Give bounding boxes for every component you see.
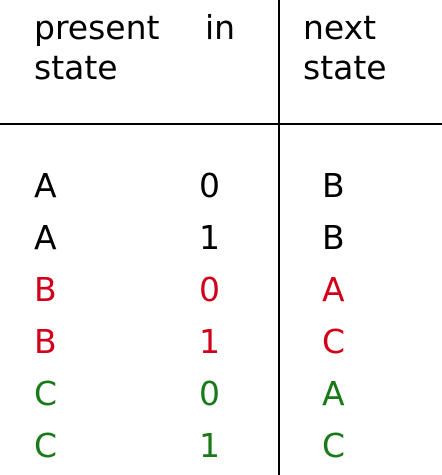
present-state-cell: A (34, 218, 57, 257)
input-cell: 0 (199, 166, 220, 205)
next-state-cell: A (322, 374, 345, 413)
next-state-cell: B (322, 166, 345, 205)
table-row: A 1 B (0, 212, 442, 264)
present-state-cell: A (34, 166, 57, 205)
table-row: C 0 A (0, 368, 442, 420)
header-present-state: present state (34, 8, 160, 87)
table-row: A 0 B (0, 160, 442, 212)
present-state-cell: B (34, 322, 57, 361)
present-state-cell: C (34, 374, 58, 413)
present-state-cell: B (34, 270, 57, 309)
present-state-cell: C (34, 426, 58, 465)
vertical-divider (278, 0, 280, 475)
header-next-state: next state (303, 8, 387, 87)
next-state-cell: C (322, 322, 346, 361)
table-row: B 1 C (0, 316, 442, 368)
input-cell: 1 (199, 218, 220, 257)
input-cell: 1 (199, 322, 220, 361)
next-state-cell: B (322, 218, 345, 257)
input-cell: 1 (199, 426, 220, 465)
header-in: in (205, 8, 236, 47)
table-row: C 1 C (0, 420, 442, 472)
next-state-cell: C (322, 426, 346, 465)
header-divider (0, 123, 442, 125)
input-cell: 0 (199, 270, 220, 309)
next-state-cell: A (322, 270, 345, 309)
table-row: B 0 A (0, 264, 442, 316)
input-cell: 0 (199, 374, 220, 413)
